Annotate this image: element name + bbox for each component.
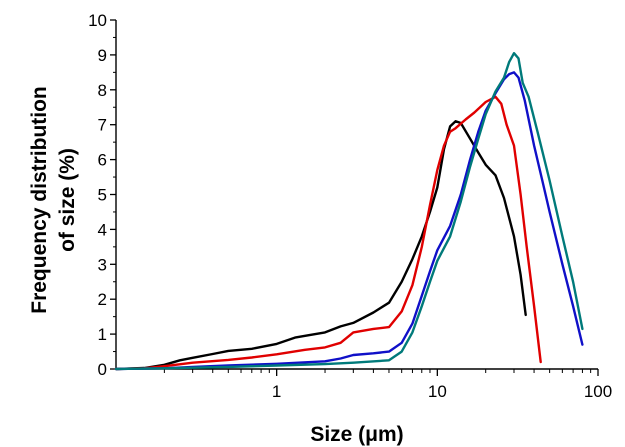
series-line-3	[114, 71, 584, 371]
x-tick-label: 1	[272, 382, 281, 401]
y-axis-label-line-2: of size (%)	[56, 148, 79, 252]
x-ticks: 1 10 100	[163, 369, 612, 401]
x-tick-label: 100	[584, 382, 612, 401]
x-axis-label: Size (μm)	[310, 423, 403, 446]
y-tick-label: 2	[98, 290, 107, 309]
y-tick-label: 1	[98, 325, 107, 344]
series-line-1	[114, 120, 527, 371]
y-tick-label: 7	[98, 116, 107, 135]
y-tick-label: 8	[98, 81, 107, 100]
y-axis-label-line-1: Frequency distribution	[28, 86, 51, 314]
y-tick-label: 0	[98, 360, 107, 379]
axes	[115, 20, 598, 370]
y-tick-label: 4	[98, 220, 107, 239]
y-tick-label: 6	[98, 151, 107, 170]
y-tick-label: 9	[98, 46, 107, 65]
series-line-4	[114, 52, 584, 371]
y-tick-label: 5	[98, 186, 107, 205]
y-tick-label: 10	[88, 11, 107, 30]
series-line-2	[114, 95, 542, 371]
x-tick-label: 10	[428, 382, 447, 401]
y-tick-label: 3	[98, 255, 107, 274]
y-axis-label: Frequency distribution of size (%)	[28, 86, 79, 314]
series-group	[114, 52, 584, 371]
y-ticks: 0 1 2 3 4 5 6 7 8 9 10	[88, 11, 116, 379]
